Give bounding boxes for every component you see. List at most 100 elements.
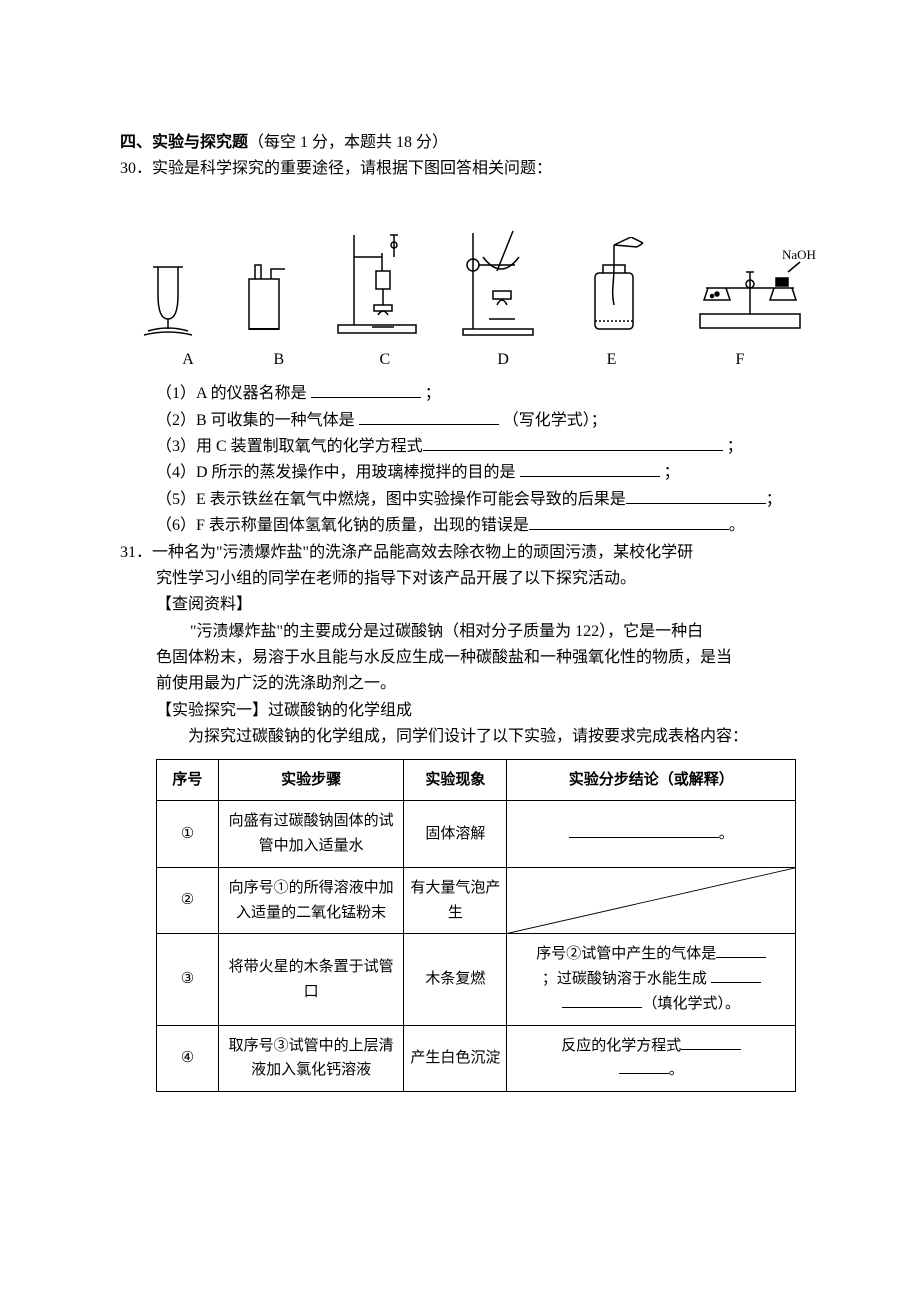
th-seq: 序号 [157,759,219,801]
apparatus-A-icon [138,257,198,337]
q30-part4: （4）D 所示的蒸发操作中，用玻璃棒搅拌的目的是 ； [120,460,810,486]
cell-concl-post: （填化学式）。 [642,996,740,1012]
cell-concl-diagonal [507,867,796,934]
cell-seq: ② [157,867,219,934]
section-number: 四、 [120,134,152,151]
q30-p3-tail: ； [723,438,743,455]
q30-part6: （6）F 表示称量固体氢氧化钠的质量，出现的错误是 。 [120,513,810,539]
letter-B: B [251,347,306,373]
cell-concl-pre: 反应的化学方程式 [561,1038,681,1054]
blank [626,488,766,504]
diagram-F: NaOH [690,252,810,343]
cell-obs: 有大量气泡产生 [404,867,507,934]
blank [520,461,660,477]
blank [619,1059,669,1074]
apparatus-B-icon [237,257,292,337]
diagonal-line-icon [507,868,795,934]
q30-p3-text: （3）用 C 装置制取氧气的化学方程式 [156,438,423,455]
table-row: ① 向盛有过碳酸钠固体的试管中加入适量水 固体溶解 。 [157,801,796,868]
experiment-table: 序号 实验步骤 实验现象 实验分步结论（或解释） ① 向盛有过碳酸钠固体的试管中… [156,759,796,1093]
cell-seq: ① [157,801,219,868]
cell-obs: 产生白色沉淀 [404,1025,507,1092]
q30-diagrams: NaOH [138,193,810,343]
th-obs: 实验现象 [404,759,507,801]
cell-step: 向序号①的所得溶液中加入适量的二氧化锰粉末 [218,867,404,934]
section-header: 四、实验与探究题（每空 1 分，本题共 18 分） [120,130,810,156]
diagram-B [237,257,292,343]
section-title: 实验与探究题 [152,134,248,151]
cell-obs: 固体溶解 [404,801,507,868]
cell-concl-mid: ；过碳酸钠溶于水能生成 [542,971,711,987]
q30-number: 30． [120,160,152,177]
q31-ref-l1: "污渍爆炸盐"的主要成分是过碳酸钠（相对分子质量为 122），它是一种白 [190,623,703,640]
diagram-D [461,227,541,343]
table-header-row: 序号 实验步骤 实验现象 实验分步结论（或解释） [157,759,796,801]
cell-seq: ③ [157,934,219,1025]
q31-ref-l3: 前使用最为广泛的洗涤助剂之一。 [120,671,810,697]
q30-p1-tail: ； [421,385,441,402]
q30-p5-text: （5）E 表示铁丝在氧气中燃烧，图中实验操作可能会导致的后果是 [156,491,626,508]
diagram-A [138,257,198,343]
cell-concl: 序号②试管中产生的气体是 ；过碳酸钠溶于水能生成 （填化学式）。 [507,934,796,1025]
q30-part2: （2）B 可收集的一种气体是 （写化学式）； [120,408,810,434]
letter-E: E [577,347,647,373]
blank [562,993,642,1008]
q30-letters: A B C D E F [120,347,810,373]
letter-C: C [340,347,430,373]
table-row: ③ 将带火星的木条置于试管口 木条复燃 序号②试管中产生的气体是 ；过碳酸钠溶于… [157,934,796,1025]
blank [529,514,729,530]
q30-p4-text: （4）D 所示的蒸发操作中，用玻璃棒搅拌的目的是 [156,464,520,481]
q31-stem: 31．一种名为"污渍爆炸盐"的洗涤产品能高效去除衣物上的顽固污渍，某校化学研 [120,540,810,566]
cell-concl-tail: 。 [719,826,734,842]
q30-p4-tail: ； [660,464,680,481]
cell-step: 将带火星的木条置于试管口 [218,934,404,1025]
th-step: 实验步骤 [218,759,404,801]
blank [359,409,499,425]
cell-concl-pre: 序号②试管中产生的气体是 [536,946,716,962]
apparatus-E-icon [581,237,651,337]
q30-part1: （1）A 的仪器名称是 ； [120,381,810,407]
q30-part5: （5）E 表示铁丝在氧气中燃烧，图中实验操作可能会导致的后果是 ； [120,487,810,513]
q31-number: 31． [120,544,152,561]
cell-seq: ④ [157,1025,219,1092]
letter-F: F [680,347,800,373]
blank [716,943,766,958]
q31-exp1-label: 【实验探究一】过碳酸钠的化学组成 [120,698,810,724]
q30-stem: 30．实验是科学探究的重要途径，请根据下图回答相关问题： [120,156,810,182]
section-scoring: （每空 1 分，本题共 18 分） [248,134,448,151]
q30-stem-text: 实验是科学探究的重要途径，请根据下图回答相关问题： [152,160,552,177]
cell-step: 取序号③试管中的上层清液加入氯化钙溶液 [218,1025,404,1092]
cell-concl: 。 [507,801,796,868]
cell-step: 向盛有过碳酸钠固体的试管中加入适量水 [218,801,404,868]
q31-stem-l2: 究性学习小组的同学在老师的指导下对该产品开展了以下探究活动。 [120,566,810,592]
diagram-C [332,227,422,343]
letter-D: D [463,347,543,373]
q31-ref-label: 【查阅资料】 [120,592,810,618]
q31-ref-l2: 色固体粉末，易溶于水且能与水反应生成一种碳酸盐和一种强氧化性的物质，是当 [120,645,810,671]
blank [311,382,421,398]
cell-concl: 反应的化学方程式 。 [507,1025,796,1092]
naoh-label: NaOH [782,244,816,265]
q31-exp1-intro: 为探究过碳酸钠的化学组成，同学们设计了以下实验，请按要求完成表格内容： [120,724,810,750]
q30-p6-tail: 。 [729,517,745,534]
apparatus-D-icon [461,227,541,337]
blank [423,435,723,451]
q30-p2-tail: （写化学式）； [499,412,607,429]
q31-stem-l1: 一种名为"污渍爆炸盐"的洗涤产品能高效去除衣物上的顽固污渍，某校化学研 [152,544,693,561]
blank [681,1035,741,1050]
cell-obs: 木条复燃 [404,934,507,1025]
q31-ref-body: "污渍爆炸盐"的主要成分是过碳酸钠（相对分子质量为 122），它是一种白 [120,619,810,645]
cell-concl-tail: 。 [669,1062,684,1078]
letter-A: A [158,347,218,373]
blank [711,968,761,983]
table-row: ② 向序号①的所得溶液中加入适量的二氧化锰粉末 有大量气泡产生 [157,867,796,934]
decorative-dots-icon [156,619,174,645]
q30-p1-text: （1）A 的仪器名称是 [156,385,311,402]
q30-p5-tail: ； [766,491,782,508]
th-concl: 实验分步结论（或解释） [507,759,796,801]
q30-p2-text: （2）B 可收集的一种气体是 [156,412,359,429]
diagram-E [581,237,651,343]
table-row: ④ 取序号③试管中的上层清液加入氯化钙溶液 产生白色沉淀 反应的化学方程式 。 [157,1025,796,1092]
q30-p6-text: （6）F 表示称量固体氢氧化钠的质量，出现的错误是 [156,517,529,534]
blank [569,823,719,838]
